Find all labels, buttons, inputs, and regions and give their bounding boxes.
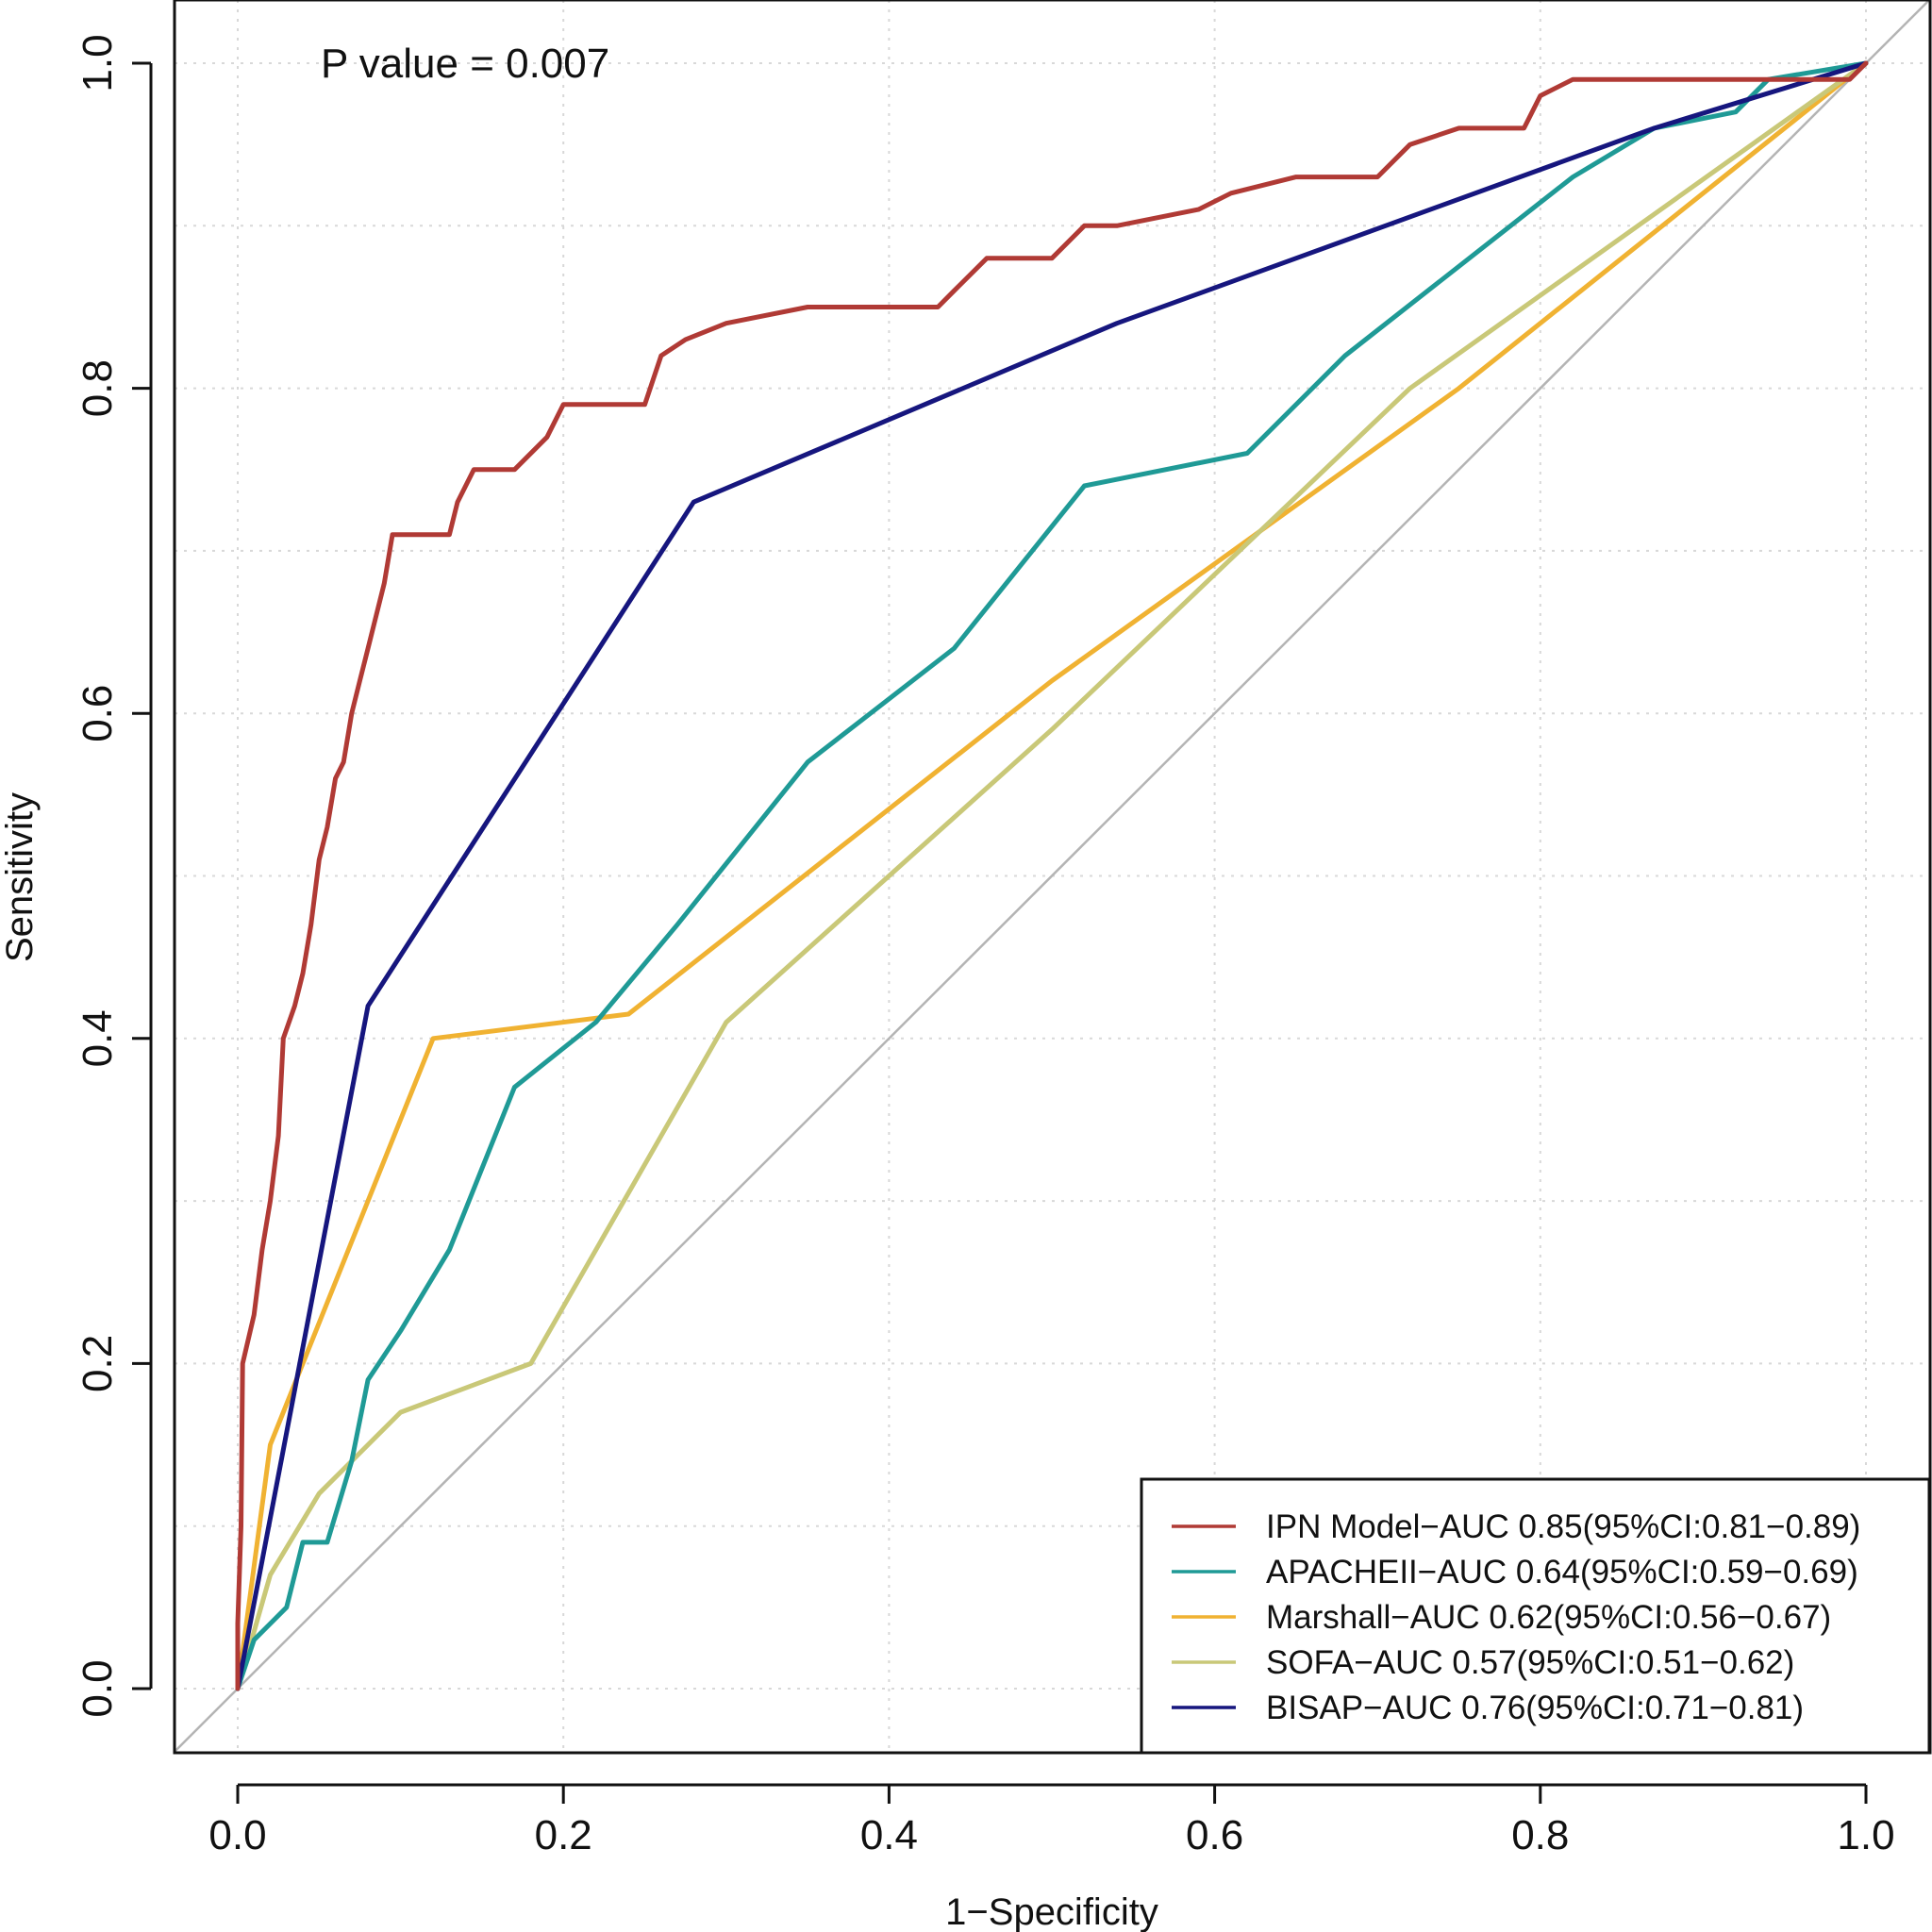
- reference-diagonal: [174, 0, 1930, 1753]
- x-tick-label-2: 0.4: [860, 1812, 918, 1858]
- roc-curves: [235, 60, 1869, 1691]
- y-axis: 0.0 0.2 0.4 0.6 0.8 1.0: [75, 34, 153, 1718]
- legend-label-4: BISAP−AUC 0.76(95%CI:0.71−0.81): [1266, 1690, 1804, 1726]
- series-line-1: [235, 60, 1869, 1691]
- x-tick-label-0: 0.0: [208, 1812, 266, 1858]
- x-tick-label-4: 0.8: [1511, 1812, 1569, 1858]
- y-tick-label-2: 0.4: [75, 1009, 121, 1067]
- legend-label-0: IPN Model−AUC 0.85(95%CI:0.81−0.89): [1266, 1508, 1860, 1545]
- plot-frame: [173, 0, 1932, 1755]
- series-line-4: [235, 60, 1869, 1691]
- y-tick-label-0: 0.0: [75, 1659, 121, 1717]
- y-axis-title: Sensitivity: [0, 792, 41, 962]
- x-tick-label-3: 0.6: [1186, 1812, 1243, 1858]
- legend-label-3: SOFA−AUC 0.57(95%CI:0.51−0.62): [1266, 1644, 1794, 1681]
- x-tick-label-1: 0.2: [535, 1812, 592, 1858]
- y-tick-label-5: 1.0: [75, 34, 121, 92]
- legend-label-1: APACHEII−AUC 0.64(95%CI:0.59−0.69): [1266, 1554, 1858, 1591]
- legend-box: [1140, 1477, 1931, 1755]
- legend-label-2: Marshall−AUC 0.62(95%CI:0.56−0.67): [1266, 1599, 1831, 1636]
- legend: IPN Model−AUC 0.85(95%CI:0.81−0.89) APACH…: [1140, 1477, 1931, 1755]
- series-line-2: [235, 60, 1869, 1691]
- series-line-0: [235, 60, 1869, 1691]
- x-tick-label-5: 1.0: [1837, 1812, 1894, 1858]
- p-value-annotation: P value = 0.007: [321, 41, 609, 87]
- x-axis-title: 1−Specificity: [945, 1891, 1158, 1932]
- y-tick-label-4: 0.8: [75, 359, 121, 417]
- y-tick-label-1: 0.2: [75, 1335, 121, 1392]
- series-line-3: [235, 60, 1869, 1691]
- x-axis: 0.0 0.2 0.4 0.6 0.8 1.0: [208, 1783, 1895, 1858]
- y-tick-label-3: 0.6: [75, 685, 121, 742]
